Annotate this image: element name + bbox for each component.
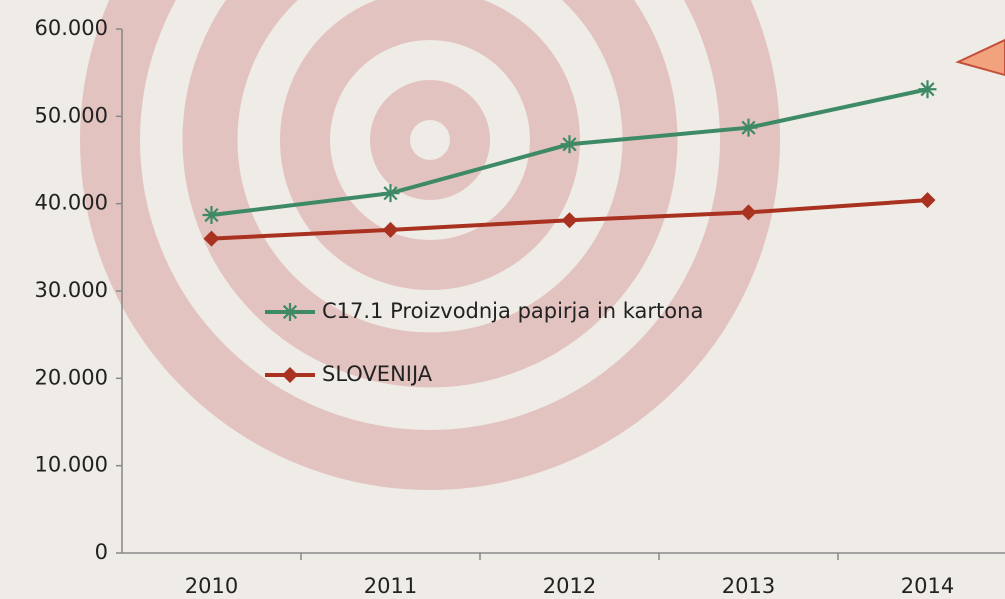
y-tick-label: 50.000 (35, 103, 108, 127)
legend-label: C17.1 Proizvodnja papirja in kartona (322, 299, 703, 323)
data-point (203, 206, 221, 224)
legend-marker (281, 303, 299, 321)
x-tick-label: 2012 (543, 574, 596, 598)
y-tick-label: 20.000 (35, 365, 108, 389)
y-tick-label: 60.000 (35, 16, 108, 40)
x-tick-label: 2010 (185, 574, 238, 598)
y-tick-label: 30.000 (35, 278, 108, 302)
x-tick-label: 2013 (722, 574, 775, 598)
x-tick-label: 2014 (901, 574, 954, 598)
y-tick-label: 10.000 (35, 453, 108, 477)
legend-label: SLOVENIJA (322, 362, 433, 386)
chart: 0 10.000 20.000 30.000 40.000 50.000 60.000 201… (0, 0, 1005, 599)
y-tick-label: 40.000 (35, 191, 108, 215)
data-point (561, 135, 579, 153)
data-point (740, 119, 758, 137)
x-tick-label: 2011 (364, 574, 417, 598)
y-tick-label: 0 (95, 540, 108, 564)
